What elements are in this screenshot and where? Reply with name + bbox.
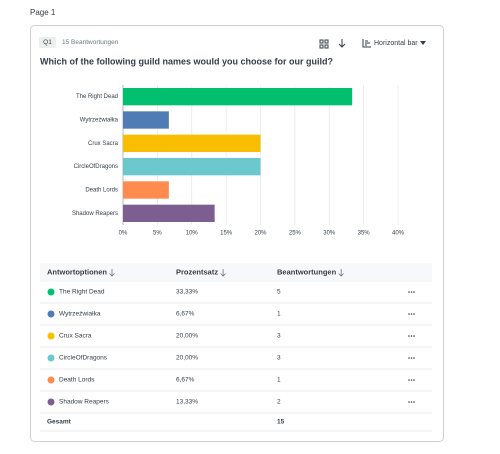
- option-label: Shadow Reapers: [59, 399, 110, 406]
- x-tick-label: 15%: [220, 231, 233, 237]
- percent-cell: 20,00%: [176, 355, 198, 362]
- menu-dot: [413, 335, 415, 337]
- x-tick-label: 25%: [289, 231, 302, 237]
- row-menu[interactable]: [408, 335, 415, 337]
- row-menu[interactable]: [408, 379, 415, 381]
- menu-dot: [410, 401, 413, 403]
- x-tick-label: 5%: [153, 231, 162, 237]
- menu-dot: [410, 379, 413, 381]
- option-label: Crux Sacra: [59, 333, 92, 340]
- percent-cell: 13,33%: [176, 399, 198, 406]
- row-menu[interactable]: [408, 401, 415, 403]
- bar: [123, 158, 261, 176]
- menu-dot: [408, 401, 410, 403]
- total-count: 15: [277, 419, 285, 426]
- chart-type-dropdown[interactable]: Horizontal bar: [362, 39, 426, 48]
- chart: 0% 5% 10% 15% 20% 25% 30% 35% 40% The Right Dead W…: [72, 85, 405, 237]
- legend-dot: [47, 354, 55, 362]
- y-tick-label: Wytrzeźwiałka: [80, 118, 119, 124]
- sort-icon: [220, 269, 226, 277]
- results-table: Antwortoptionen Prozentsatz Beantwortungen…: [40, 263, 432, 432]
- percent-cell: 6,67%: [176, 377, 195, 384]
- menu-dot: [413, 401, 415, 403]
- share-icon[interactable]: [319, 39, 329, 49]
- y-tick-label: Death Lords: [85, 188, 118, 194]
- chart-type-label[interactable]: Horizontal bar: [374, 40, 418, 47]
- x-tick-label: 30%: [323, 231, 336, 237]
- table-header-bg: [40, 263, 432, 282]
- column-header: Prozentsatz: [176, 267, 218, 276]
- bar: [123, 134, 261, 152]
- y-tick-label: The Right Dead: [76, 94, 118, 100]
- menu-dot: [410, 313, 413, 315]
- question-number: Q1: [43, 39, 52, 46]
- count-cell: 2: [277, 399, 281, 406]
- count-cell: 3: [277, 355, 281, 362]
- legend-dot: [47, 376, 55, 384]
- bar: [123, 88, 353, 106]
- menu-dot: [408, 291, 410, 293]
- column-header: Beantwortungen: [277, 267, 337, 276]
- bar: [123, 181, 169, 199]
- x-tick-label: 0%: [119, 231, 128, 237]
- percent-cell: 20,00%: [176, 333, 198, 340]
- y-tick-label: CircleOfDragons: [74, 164, 118, 170]
- download-icon[interactable]: [338, 39, 346, 48]
- legend-dot: [47, 332, 55, 340]
- count-cell: 5: [277, 289, 281, 296]
- menu-dot: [413, 291, 415, 293]
- y-tick-label: Shadow Reapers: [72, 211, 118, 217]
- legend-dot: [47, 398, 55, 406]
- x-tick-label: 20%: [254, 231, 267, 237]
- column-header: Antwortoptionen: [47, 267, 107, 276]
- page-label: Page 1: [30, 8, 56, 17]
- option-label: The Right Dead: [59, 289, 105, 296]
- bar: [123, 204, 215, 222]
- menu-dot: [410, 335, 413, 337]
- x-tick-label: 10%: [186, 231, 199, 237]
- menu-dot: [413, 313, 415, 315]
- question-card: [30, 25, 444, 442]
- row-menu[interactable]: [408, 291, 415, 293]
- response-count: 15 Beantwortungen: [62, 39, 119, 46]
- menu-dot: [410, 291, 413, 293]
- option-label: Death Lords: [59, 377, 95, 384]
- row-menu[interactable]: [408, 357, 415, 359]
- menu-dot: [408, 379, 410, 381]
- sort-icon: [338, 269, 344, 277]
- question-title: Which of the following guild names would…: [40, 56, 333, 66]
- menu-dot: [408, 313, 410, 315]
- menu-dot: [408, 357, 410, 359]
- bar: [123, 111, 169, 129]
- legend-dot: [47, 288, 55, 296]
- sort-icon: [109, 269, 115, 277]
- percent-cell: 6,67%: [176, 311, 195, 318]
- menu-dot: [413, 357, 415, 359]
- legend-dot: [47, 310, 55, 318]
- row-menu[interactable]: [408, 313, 415, 315]
- menu-dot: [408, 335, 410, 337]
- total-label: Gesamt: [47, 419, 72, 426]
- percent-cell: 33,33%: [176, 289, 198, 296]
- x-tick-label: 35%: [358, 231, 371, 237]
- menu-dot: [413, 379, 415, 381]
- option-label: CircleOfDragons: [59, 355, 108, 362]
- menu-dot: [410, 357, 413, 359]
- option-label: Wytrzeźwiałka: [59, 311, 101, 318]
- question-badge: [39, 37, 56, 48]
- count-cell: 1: [277, 311, 281, 318]
- count-cell: 1: [277, 377, 281, 384]
- x-tick-label: 40%: [392, 231, 405, 237]
- count-cell: 3: [277, 333, 281, 340]
- y-tick-label: Crux Sacra: [88, 141, 119, 147]
